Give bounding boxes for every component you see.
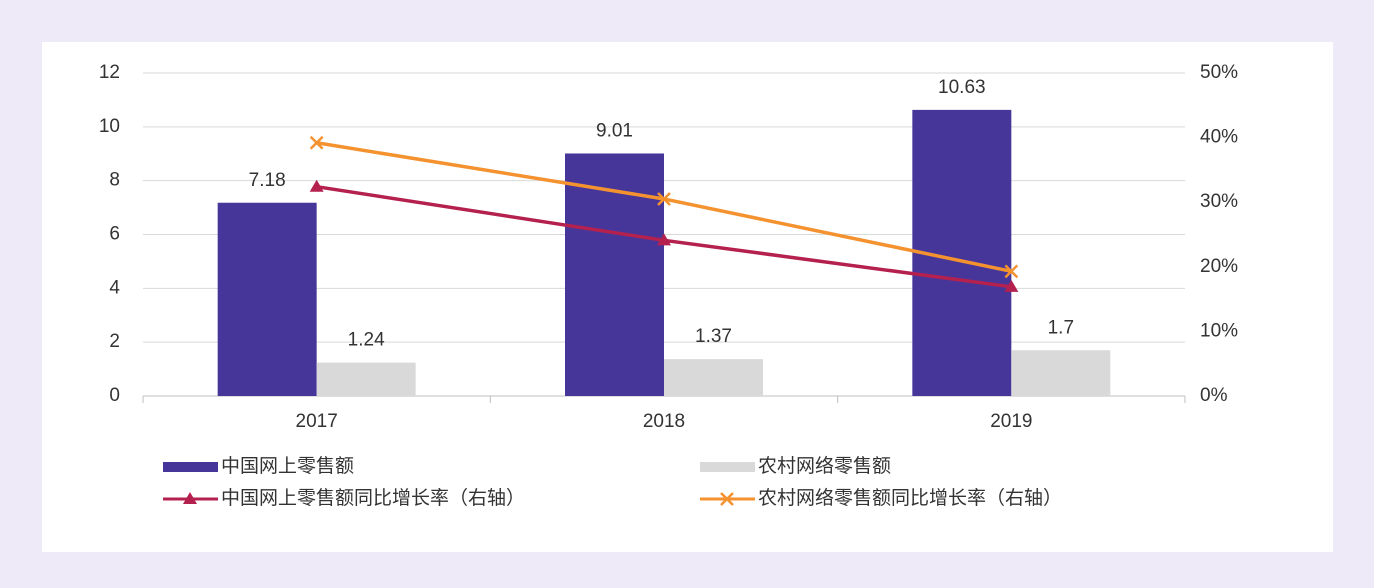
- y-tick-label: 6: [109, 224, 120, 245]
- x-tick-label: 2017: [296, 411, 338, 432]
- y2-tick-label: 10%: [1200, 320, 1238, 341]
- data-label: 10.63: [938, 77, 986, 98]
- y-tick-label: 10: [99, 116, 120, 137]
- legend-swatch: [700, 462, 755, 472]
- legend-label: 中国网上零售额同比增长率（右轴）: [221, 487, 525, 509]
- legend-marker: [183, 492, 197, 504]
- bar: [565, 153, 664, 396]
- y-tick-label: 12: [99, 62, 120, 83]
- y-tick-label: 2: [109, 331, 120, 352]
- bar: [316, 362, 416, 396]
- y2-tick-label: 40%: [1200, 127, 1238, 148]
- bar: [664, 359, 763, 396]
- y-tick-label: 4: [109, 277, 120, 298]
- data-label: 9.01: [596, 120, 633, 141]
- line-marker: [309, 135, 324, 150]
- line-marker: [657, 192, 671, 206]
- line-marker: [1004, 264, 1019, 279]
- data-label: 1.24: [348, 330, 385, 351]
- line-marker: [309, 179, 324, 192]
- data-label: 1.7: [1048, 317, 1074, 338]
- x-tick-label: 2018: [643, 411, 685, 432]
- data-label: 7.18: [249, 170, 286, 191]
- x-tick-label: 2019: [990, 411, 1032, 432]
- legend-marker: [720, 492, 734, 506]
- bar: [1011, 350, 1111, 396]
- y-tick-label: 0: [109, 385, 120, 406]
- data-label: 1.37: [695, 326, 732, 347]
- bar: [217, 202, 317, 396]
- legend-label: 农村网络零售额: [758, 455, 891, 477]
- legend-swatch: [163, 462, 218, 472]
- line-marker: [657, 233, 671, 246]
- y-tick-label: 8: [109, 170, 120, 191]
- legend-label: 中国网上零售额: [221, 455, 354, 477]
- line-marker: [1004, 279, 1019, 292]
- legend-label: 农村网络零售额同比增长率（右轴）: [758, 487, 1062, 509]
- y2-tick-label: 50%: [1200, 62, 1238, 83]
- y2-tick-label: 20%: [1200, 256, 1238, 277]
- y2-tick-label: 30%: [1200, 191, 1238, 212]
- y2-tick-label: 0%: [1200, 385, 1228, 406]
